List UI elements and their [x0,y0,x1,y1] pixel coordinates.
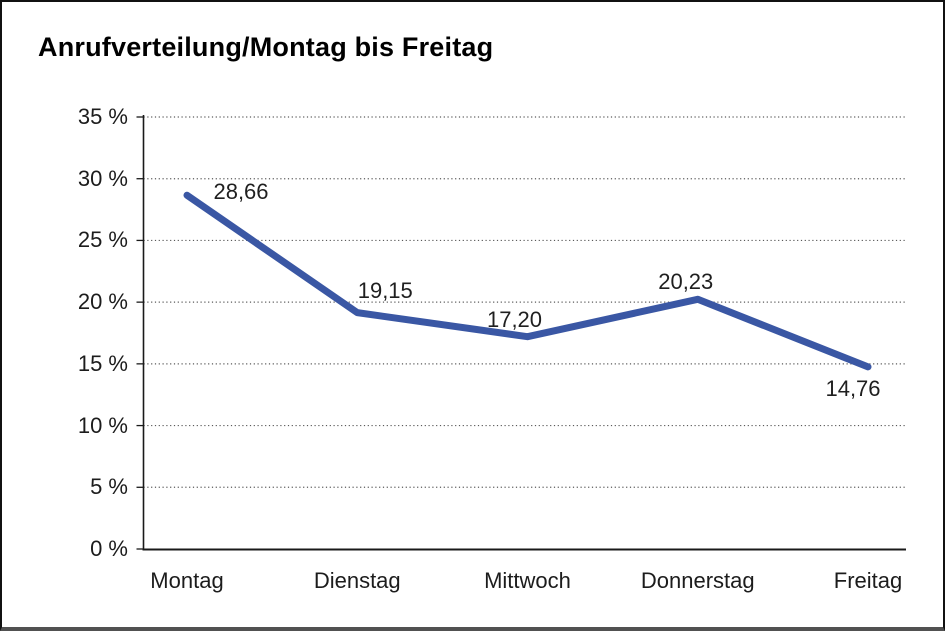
data-point-label: 14,76 [825,375,881,401]
x-axis-label: Mittwoch [484,568,571,593]
data-point-label: 17,20 [486,306,543,332]
y-axis-label: 10 % [77,412,128,438]
y-axis-label: 5 % [90,474,128,500]
axes [142,115,906,551]
y-axis-label: 0 % [90,536,128,561]
x-axis-label: Freitag [833,568,903,593]
data-point-label: 19,15 [357,277,413,303]
data-point-label: 20,23 [658,269,714,295]
y-axis-label: 25 % [77,227,128,253]
gridlines [143,116,906,488]
x-axis-label: Dienstag [313,568,401,593]
data-point-label: 28,66 [213,179,269,205]
y-axis-label: 20 % [77,289,128,315]
y-axis-label: 30 % [77,165,128,191]
y-axis-label: 15 % [77,350,128,376]
chart-title: Anrufverteilung/Montag bis Freitag [38,32,494,62]
series-line [183,191,872,371]
y-axis-ticks [136,116,144,550]
x-axis-label: Donnerstag [640,568,755,593]
series-line-group [183,191,872,371]
x-axis-label: Montag [150,568,224,593]
y-axis-label: 35 % [77,104,128,129]
